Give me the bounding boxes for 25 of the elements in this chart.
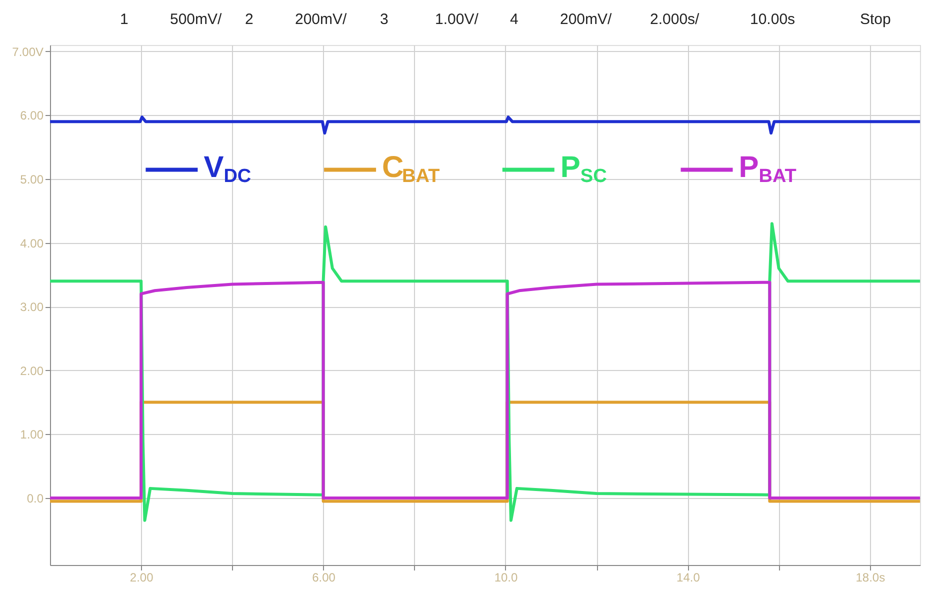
text: 500mV/: [170, 11, 223, 28]
text: 200mV/: [560, 11, 613, 28]
x-tick-label: 2.00: [130, 570, 154, 584]
y-tick-label: 5.00: [20, 172, 44, 186]
text: Stop: [860, 11, 891, 28]
y-tick-label: 1.00: [20, 428, 44, 442]
line-series: [50, 280, 920, 500]
y-tick-label: 2.00: [20, 364, 44, 378]
x-tick-label: 14.0: [676, 570, 700, 584]
x-tick-label: 18.0s: [856, 570, 886, 584]
y-tick-label: 0.0: [26, 492, 44, 506]
text: 10.00s: [750, 11, 796, 28]
text: 4: [510, 11, 518, 28]
y-tick-label: 6.00: [20, 108, 44, 123]
text: 1.00V/: [435, 11, 480, 28]
y-tick-label: 3.00: [20, 300, 44, 314]
text: 200mV/: [295, 11, 348, 28]
x-tick-label: 6.00: [312, 570, 336, 584]
text: 2.000s/: [650, 11, 700, 28]
y-tick-label: 7.00V: [12, 44, 44, 59]
x-tick-label: 10.0: [494, 570, 518, 584]
y-tick-label: 4.00: [20, 236, 44, 250]
text: 1: [120, 11, 128, 28]
text: 2: [245, 11, 254, 28]
text: 3: [380, 11, 388, 28]
